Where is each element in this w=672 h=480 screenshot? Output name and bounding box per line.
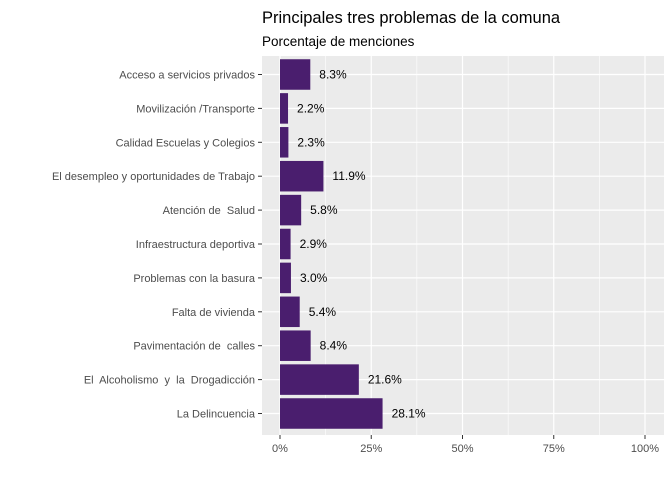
bar bbox=[280, 59, 311, 90]
data-label: 28.1% bbox=[392, 407, 426, 421]
category-label: La Delincuencia bbox=[177, 409, 256, 421]
bar bbox=[280, 228, 291, 260]
bar bbox=[280, 364, 359, 395]
x-tick-label: 50% bbox=[451, 443, 473, 455]
category-label: Atención de Salud bbox=[163, 205, 255, 217]
bars bbox=[280, 59, 383, 429]
category-label: Calidad Escuelas y Colegios bbox=[116, 137, 256, 149]
category-label: El desempleo y oportunidades de Trabajo bbox=[52, 171, 255, 183]
data-label: 3.0% bbox=[300, 271, 328, 285]
category-label: Problemas con la basura bbox=[133, 273, 256, 285]
data-label: 5.4% bbox=[309, 305, 337, 319]
bar bbox=[280, 194, 302, 226]
bar bbox=[280, 160, 324, 192]
category-label: Infraestructura deportiva bbox=[136, 239, 256, 251]
category-label: Movilización /Transporte bbox=[136, 103, 255, 115]
bar bbox=[280, 93, 289, 124]
bar bbox=[280, 398, 383, 429]
bar bbox=[280, 296, 300, 328]
x-tick-label: 25% bbox=[360, 443, 382, 455]
grid-lines bbox=[262, 56, 664, 435]
data-label: 21.6% bbox=[368, 373, 402, 387]
data-label: 8.4% bbox=[320, 339, 348, 353]
data-labels: 8.3% 2.2% 2.3% 11.9% 5.8% 2.9% 3.0% 5.4% 8.4% 21.… bbox=[297, 68, 426, 421]
bar bbox=[280, 127, 289, 158]
category-label: Acceso a servicios privados bbox=[119, 70, 255, 82]
data-label: 2.9% bbox=[300, 237, 328, 251]
x-tick-label: 0% bbox=[272, 443, 288, 455]
chart-subtitle: Porcentaje de menciones bbox=[262, 34, 415, 49]
data-label: 2.2% bbox=[297, 101, 325, 115]
category-label: El Alcoholismo y la Drogadicción bbox=[84, 375, 255, 387]
category-label: Pavimentación de calles bbox=[133, 341, 255, 353]
chart-title: Principales tres problemas de la comuna bbox=[262, 9, 561, 27]
bar bbox=[280, 330, 311, 361]
bar bbox=[280, 262, 291, 294]
x-axis-labels: 0% 25% 50% 75% 100% bbox=[272, 435, 659, 455]
x-tick-label: 75% bbox=[543, 443, 565, 455]
x-tick-label: 100% bbox=[631, 443, 659, 455]
data-label: 11.9% bbox=[332, 169, 365, 183]
category-label: Falta de vivienda bbox=[172, 307, 256, 319]
y-axis-labels: Acceso a servicios privados Movilización … bbox=[52, 70, 262, 421]
data-label: 2.3% bbox=[297, 135, 325, 149]
data-label: 8.3% bbox=[319, 68, 347, 82]
data-label: 5.8% bbox=[310, 203, 338, 217]
